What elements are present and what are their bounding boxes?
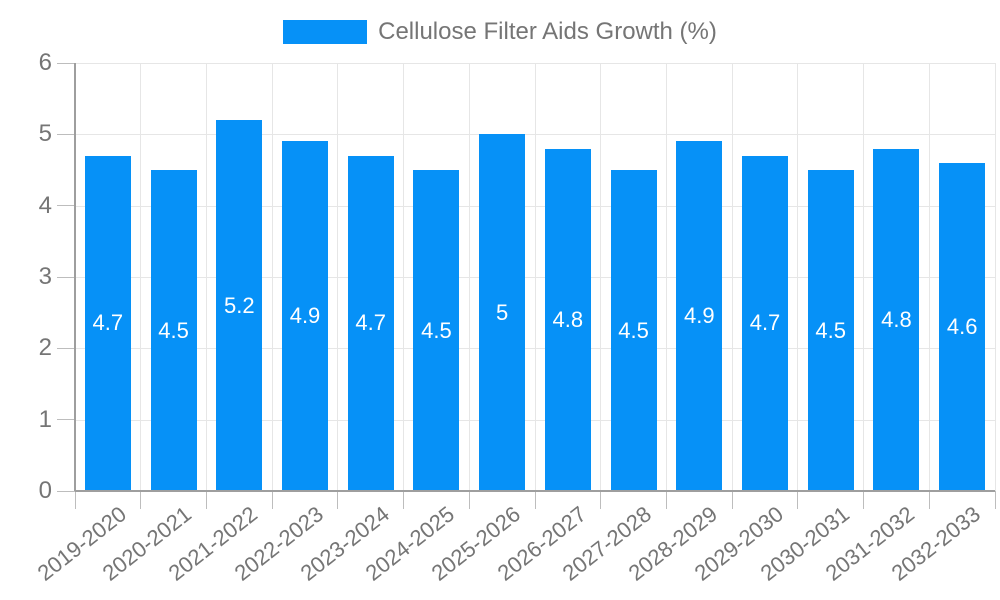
bar-value-label: 4.6 — [946, 313, 978, 339]
bar[interactable]: 4.8 — [873, 148, 920, 491]
gridline-vertical — [994, 63, 996, 491]
bar[interactable]: 4.5 — [610, 170, 657, 491]
bar-value-label: 4.5 — [618, 317, 649, 343]
x-axis-tick — [271, 491, 273, 509]
bar[interactable]: 4.5 — [413, 170, 460, 491]
y-axis-tick — [57, 205, 75, 207]
gridline-vertical — [600, 63, 602, 491]
bar[interactable]: 4.8 — [544, 148, 591, 491]
bar-value-label: 5 — [496, 299, 509, 325]
x-axis-tick — [731, 491, 733, 509]
bar-value-label: 4.7 — [749, 310, 781, 336]
bar[interactable]: 5 — [479, 134, 526, 491]
y-axis-label: 5 — [38, 120, 52, 148]
gridline-vertical — [534, 63, 536, 491]
legend-swatch-icon — [283, 20, 368, 44]
x-axis-tick — [928, 491, 930, 509]
gridline-vertical — [731, 63, 733, 491]
legend-label: Cellulose Filter Aids Growth (%) — [378, 18, 717, 45]
gridline-vertical — [468, 63, 470, 491]
x-axis-tick — [863, 491, 865, 509]
plot-area: 4.7 4.5 5.2 4.9 4.7 4.5 5 4.8 4.5 4.9 4.7 4.5 4.8 4.6 — [57, 62, 996, 509]
bar-value-label: 4.9 — [289, 303, 321, 329]
legend[interactable]: Cellulose Filter Aids Growth (%) — [0, 18, 1000, 46]
y-axis-tick — [57, 133, 75, 135]
gridline-vertical — [665, 63, 667, 491]
y-axis-label: 1 — [38, 405, 52, 433]
x-axis-tick — [600, 491, 602, 509]
x-axis-tick — [994, 491, 996, 509]
y-axis-line — [74, 63, 76, 491]
bar[interactable]: 4.7 — [84, 155, 131, 491]
bar-value-label: 4.9 — [683, 303, 715, 329]
y-axis-label: 6 — [38, 49, 52, 76]
bar-value-label: 4.5 — [421, 317, 452, 343]
x-axis-tick — [337, 491, 339, 509]
bar-value-label: 5.2 — [223, 292, 255, 318]
x-axis-tick — [205, 491, 207, 509]
y-axis-tick — [57, 490, 75, 492]
gridline-vertical — [863, 63, 865, 491]
y-axis-tick — [57, 419, 75, 421]
gridline-vertical — [205, 63, 207, 491]
bar-value-label: 4.5 — [815, 317, 846, 343]
bar-value-label: 4.7 — [355, 310, 386, 336]
bar-value-label: 4.8 — [552, 306, 584, 332]
y-axis-label: 4 — [38, 191, 52, 219]
y-axis-label: 2 — [38, 334, 52, 362]
y-axis-label: 3 — [38, 263, 52, 290]
gridline-vertical — [928, 63, 930, 491]
bar-value-label: 4.8 — [881, 306, 912, 332]
bar[interactable]: 4.7 — [742, 155, 788, 491]
gridline-vertical — [403, 63, 405, 491]
gridline-vertical — [797, 63, 799, 491]
y-axis-tick — [57, 62, 75, 64]
y-axis-tick — [57, 347, 75, 349]
bar[interactable]: 5.2 — [216, 120, 263, 491]
x-axis-tick — [665, 491, 667, 509]
gridline-vertical — [337, 63, 339, 491]
bar-value-label: 4.7 — [92, 310, 124, 336]
bar-value-label: 4.5 — [158, 317, 189, 343]
x-axis-tick — [74, 491, 76, 509]
bar[interactable]: 4.9 — [282, 141, 328, 491]
x-axis-tick — [534, 491, 536, 509]
bar[interactable]: 4.5 — [807, 170, 854, 491]
bar[interactable]: 4.6 — [939, 162, 986, 491]
gridline-vertical — [140, 63, 142, 491]
x-axis-line — [75, 490, 995, 492]
bar[interactable]: 4.9 — [676, 141, 723, 491]
x-axis-tick — [468, 491, 470, 509]
y-axis-label: 0 — [38, 477, 52, 504]
bar[interactable]: 4.7 — [347, 155, 394, 491]
y-axis-tick — [57, 276, 75, 278]
x-axis-tick — [797, 491, 799, 509]
x-axis-tick — [403, 491, 405, 509]
gridline-vertical — [271, 63, 273, 491]
x-axis-tick — [140, 491, 142, 509]
bar[interactable]: 4.5 — [150, 170, 197, 491]
